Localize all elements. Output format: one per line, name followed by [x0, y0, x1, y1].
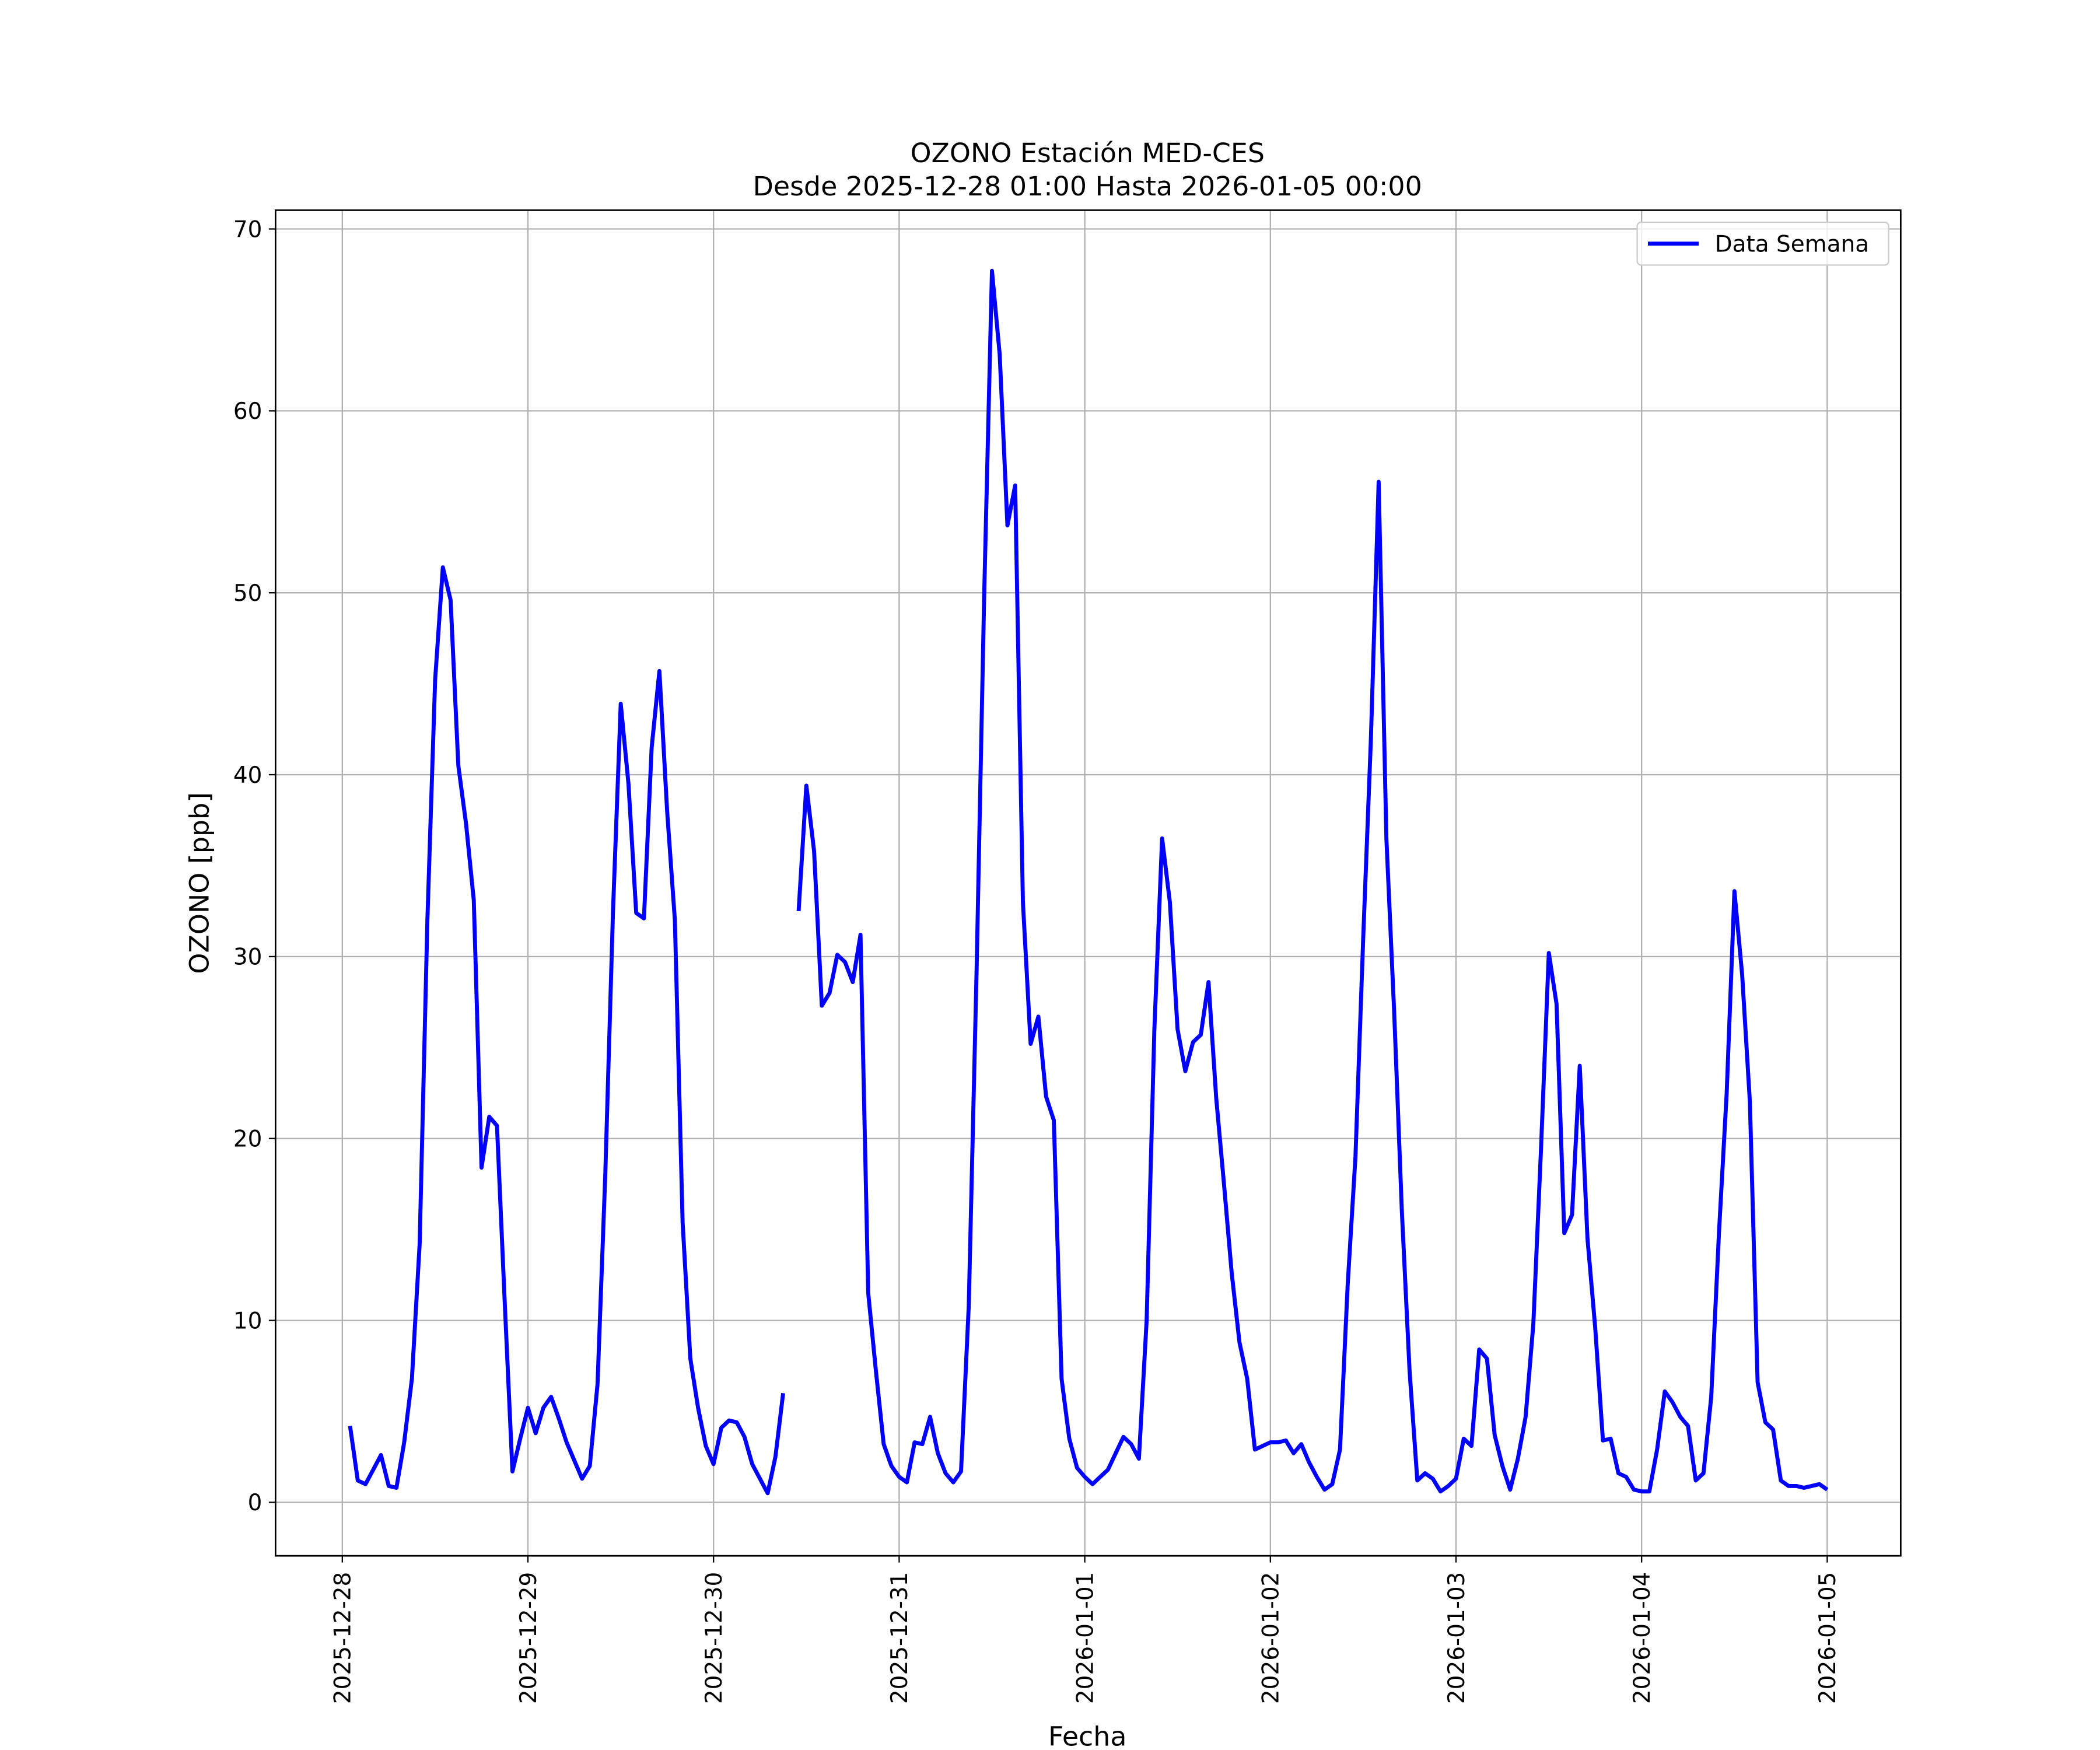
x-tick-label: 2026-01-05	[1815, 1572, 1841, 1704]
x-tick-label: 2026-01-01	[1072, 1572, 1098, 1704]
legend-box	[1636, 221, 1889, 266]
y-tick-label: 70	[233, 216, 262, 243]
y-tick-label: 60	[233, 398, 262, 425]
data-line	[348, 268, 1829, 1496]
y-axis-label: OZONO [ppb]	[184, 792, 215, 974]
x-tick-label: 2026-01-03	[1444, 1572, 1470, 1704]
x-tick-label: 2025-12-29	[516, 1572, 542, 1704]
x-tick-label: 2026-01-04	[1629, 1572, 1656, 1704]
y-tick-label: 10	[233, 1308, 262, 1334]
legend-label: Data Semana	[1715, 231, 1870, 257]
y-tick-label: 30	[233, 944, 262, 971]
chart-title: OZONO Estación MED-CES	[910, 137, 1264, 169]
x-tick-label: 2025-12-28	[330, 1572, 356, 1704]
y-tick-label: 50	[233, 580, 262, 607]
y-tick-label: 0	[248, 1490, 262, 1516]
x-tick-label: 2025-12-31	[887, 1572, 913, 1704]
chart-subtitle: Desde 2025-12-28 01:00 Hasta 2026-01-05 …	[753, 170, 1422, 202]
x-tick-label: 2026-01-02	[1258, 1572, 1284, 1704]
plot-frame	[274, 209, 1902, 1557]
x-tick-label: 2025-12-30	[701, 1572, 727, 1704]
y-tick-label: 20	[233, 1126, 262, 1153]
legend: Data Semana	[1636, 221, 1889, 266]
x-axis-label: Fecha	[1048, 1721, 1126, 1750]
y-tick-label: 40	[233, 762, 262, 789]
